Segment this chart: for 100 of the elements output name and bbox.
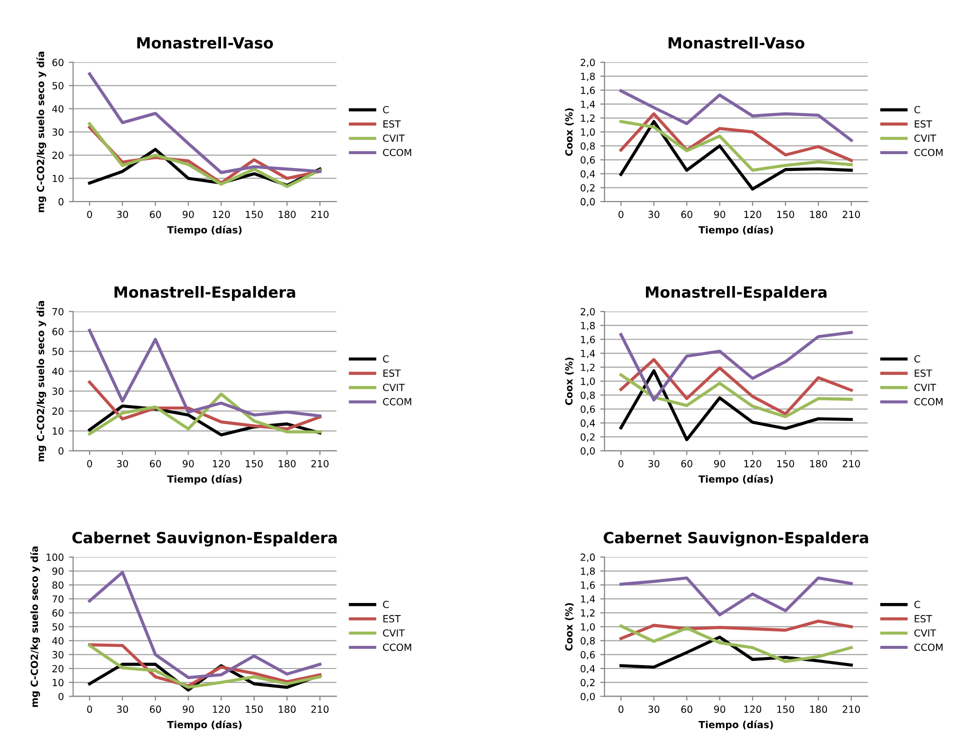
line-series [619,576,853,616]
y-tick-label: 1,4 [581,100,595,109]
legend-label: CVIT [383,384,405,392]
x-tick-label: 180 [810,210,828,218]
x-tick-label: 60 [150,210,161,218]
x-axis-title: Tiempo (días) [167,474,242,485]
y-tick-label: 0,8 [580,142,595,151]
x-tick-label: 30 [117,460,128,468]
chart-title: Monastrell-Vaso [668,36,804,49]
y-tick-label: 10 [52,678,64,686]
y-tick-label: 30 [52,128,64,136]
x-tick-label: 150 [777,460,794,468]
legend-label: CCOM [383,148,412,156]
x-tick-label: 120 [212,706,230,713]
y-tick-label: 60 [52,609,64,617]
x-tick-label: 180 [278,706,296,713]
legend-label: CVIT [914,629,936,637]
x-tick-label: 0 [618,460,624,468]
y-tick-label: 30 [52,388,64,395]
y-axis-title: mg C-CO2/kg suelo seco y día [30,546,40,707]
y-tick-label: 0 [58,692,64,700]
y-tick-label: 1,0 [581,128,595,137]
y-tick-label: 0,4 [580,664,595,674]
x-tick-label: 180 [810,460,828,468]
y-tick-label: 40 [52,105,64,113]
line-series [619,358,853,416]
y-tick-label: 0,2 [580,184,594,192]
x-tick-label: 30 [117,706,128,713]
y-tick-label: 20 [52,407,64,415]
y-tick-label: 0,0 [580,692,595,702]
x-tick-label: 210 [842,460,860,468]
line-series [88,72,322,174]
x-tick-label: 120 [744,460,762,468]
y-tick-label: 70 [52,308,64,316]
x-tick-label: 60 [681,210,692,218]
chart-title: Monastrell-Espaldera [114,286,296,301]
x-tick-label: 30 [648,210,660,218]
y-tick-label: 60 [52,58,64,66]
line-series [619,624,853,664]
y-tick-label: 1,6 [581,336,595,344]
x-axis-title: Tiempo (días) [698,474,773,485]
line-series [88,570,322,680]
line-series [619,369,853,442]
y-tick-label: 1,8 [581,72,595,82]
y-tick-label: 0,4 [580,419,595,428]
line-series [619,330,853,402]
y-tick-label: 1,2 [581,364,594,372]
x-tick-label: 90 [714,460,726,468]
x-tick-label: 210 [311,210,329,218]
x-tick-label: 0 [618,706,624,713]
x-tick-label: 120 [212,460,230,468]
x-axis-title: Tiempo (días) [698,226,773,236]
legend-label: EST [383,120,401,128]
x-tick-label: 90 [182,706,194,713]
y-tick-label: 100 [46,554,64,561]
y-tick-label: 1,6 [581,86,595,95]
y-tick-label: 10 [52,427,64,435]
x-tick-label: 0 [87,210,92,218]
legend-label: CVIT [383,134,405,142]
x-tick-label: 90 [714,706,726,713]
y-tick-label: 0,2 [580,433,594,442]
x-axis-title: Tiempo (días) [167,226,242,236]
y-tick-label: 80 [52,581,64,589]
x-tick-label: 90 [182,460,194,468]
x-tick-label: 0 [87,460,92,468]
x-tick-label: 180 [810,706,828,713]
y-tick-label: 2,0 [580,308,595,316]
y-tick-label: 0,6 [580,405,595,414]
x-tick-label: 90 [714,210,726,218]
legend-label: CCOM [383,398,412,406]
legend-label: EST [914,615,932,622]
legend-label: CCOM [383,644,412,651]
y-tick-label: 1,4 [581,595,595,604]
legend-label: C [914,600,920,608]
x-tick-label: 120 [212,210,230,218]
x-tick-label: 30 [117,210,128,218]
y-tick-label: 30 [52,651,64,658]
y-tick-label: 2,0 [580,554,595,562]
legend-label: CCOM [914,148,943,156]
y-tick-label: 1,2 [581,114,594,123]
legend-label: CVIT [383,629,405,637]
x-tick-label: 180 [278,460,296,468]
y-tick-label: 1,0 [581,378,595,386]
legend-label: EST [383,369,401,377]
y-tick-label: 0,0 [580,198,595,206]
y-tick-label: 1,4 [581,350,595,358]
chart-title: Monastrell-Espaldera [646,286,826,301]
legend-label: C [383,106,389,114]
x-tick-label: 60 [150,460,161,468]
legend-label: EST [914,369,932,377]
y-axis-title: Coox (%) [565,358,574,406]
y-tick-label: 70 [52,595,64,603]
legend-label: C [914,106,920,114]
y-tick-label: 0,8 [580,637,595,646]
y-tick-label: 40 [52,368,64,376]
legend-label: EST [383,615,401,622]
x-tick-label: 210 [311,706,329,713]
y-tick-label: 0,8 [580,392,595,400]
line-series [619,120,853,191]
legend-label: CCOM [914,644,943,651]
